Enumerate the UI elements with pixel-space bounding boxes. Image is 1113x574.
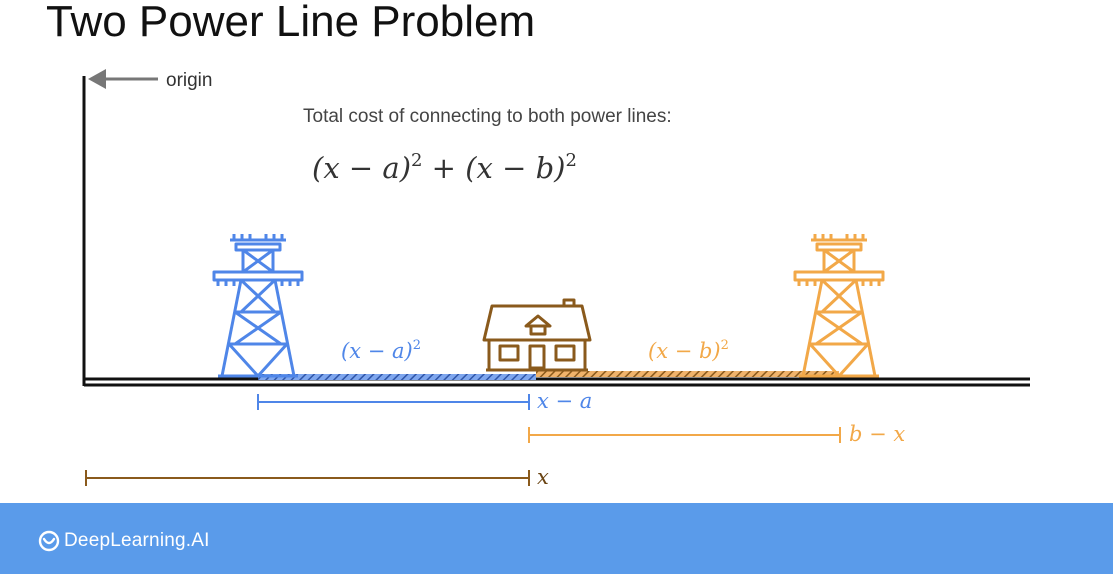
left-cable-segment [258, 374, 536, 380]
right-cost-label: (x − b)2 [648, 338, 729, 363]
right-cost-exponent: 2 [721, 338, 729, 353]
left-cost-base: (x − a) [341, 339, 413, 363]
footer-bar: DeepLearning.AI [0, 503, 1113, 574]
measure-x [85, 470, 530, 486]
ground-line [84, 377, 1030, 387]
measure-x-minus-a [257, 394, 530, 410]
brand: DeepLearning.AI [38, 529, 210, 553]
cost-caption: Total cost of connecting to both power l… [303, 106, 672, 127]
measure-b-minus-x-label: b − x [849, 422, 905, 446]
right-cost-base: (x − b) [648, 339, 721, 363]
origin-label: origin [166, 70, 212, 91]
brand-name: DeepLearning.AI [64, 530, 210, 551]
measure-x-minus-a-label: x − a [537, 389, 592, 413]
measure-x-label: x [537, 465, 549, 489]
power-tower-icon [212, 234, 304, 378]
cost-formula: (x − a)2 + (x − b)2 [312, 150, 577, 185]
slide-title: Two Power Line Problem [46, 0, 536, 46]
formula-term1: (x − a) [312, 151, 411, 185]
deeplearning-logo-icon [38, 530, 60, 552]
house-icon [482, 298, 592, 372]
arrow-left-icon [88, 69, 158, 89]
left-cost-exponent: 2 [413, 338, 421, 353]
diagram: origin Total cost of connecting to both … [82, 69, 1030, 489]
power-tower-icon [793, 234, 885, 378]
formula-term2-exponent: 2 [566, 150, 577, 171]
right-cable-segment [536, 371, 839, 377]
formula-term1-exponent: 2 [411, 150, 422, 171]
formula-term2: (x − b) [465, 151, 565, 185]
formula-plus: + [422, 151, 465, 185]
measure-b-minus-x [528, 427, 841, 443]
left-cost-label: (x − a)2 [341, 338, 421, 363]
